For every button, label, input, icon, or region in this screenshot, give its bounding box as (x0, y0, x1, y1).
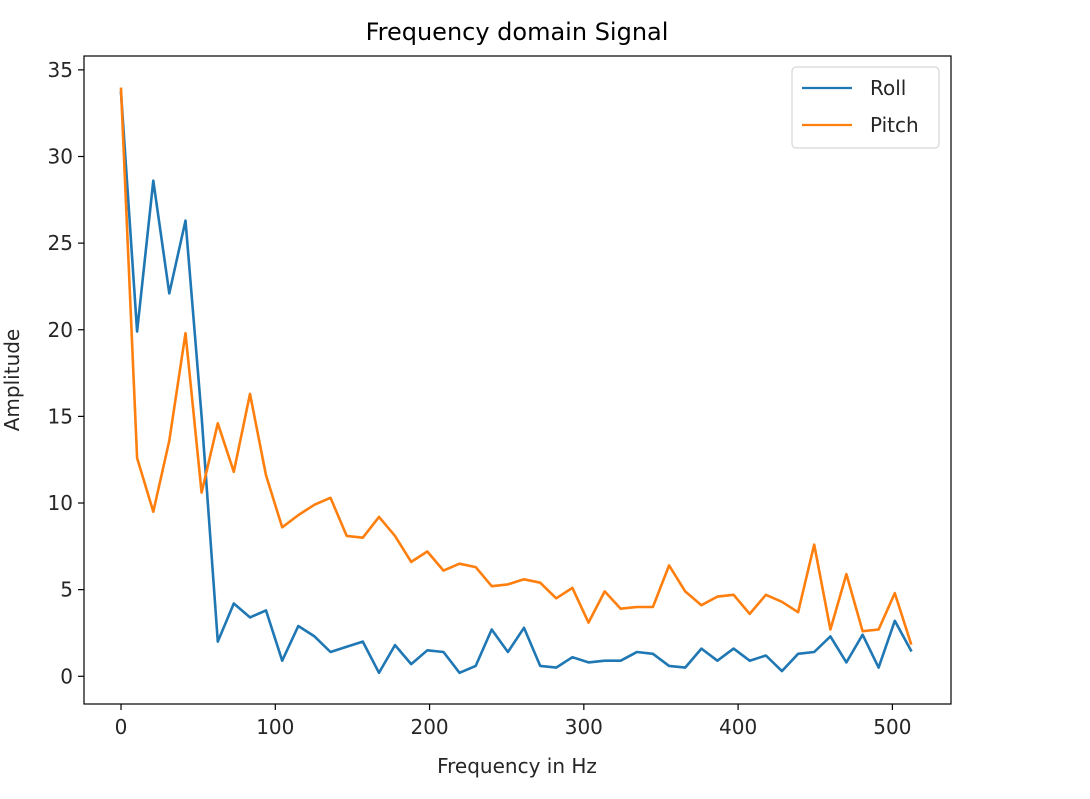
x-tick-label: 500 (873, 715, 911, 739)
x-tick-label: 400 (719, 715, 757, 739)
y-axis: 0 5 10 15 20 25 30 35 (48, 58, 84, 688)
x-tick-label: 300 (565, 715, 603, 739)
chart-title: Frequency domain Signal (366, 18, 669, 46)
y-tick-label: 10 (48, 491, 73, 515)
y-axis-label: Amplitude (0, 329, 24, 432)
y-tick-label: 35 (48, 58, 73, 82)
legend-label-roll: Roll (870, 76, 906, 100)
y-tick-label: 15 (48, 404, 73, 428)
x-tick-label: 200 (410, 715, 448, 739)
series-line-pitch (119, 87, 913, 646)
x-axis-label: Frequency in Hz (437, 754, 597, 778)
y-tick-label: 25 (48, 231, 73, 255)
plot-area-frame (83, 55, 952, 705)
y-tick-label: 5 (60, 578, 73, 602)
y-tick-label: 0 (60, 664, 73, 688)
y-tick-label: 20 (48, 318, 73, 342)
y-tick-label: 30 (48, 144, 73, 168)
legend: Roll Pitch (791, 66, 940, 149)
x-tick-label: 0 (115, 715, 128, 739)
x-axis: 0 100 200 300 400 500 (115, 704, 911, 739)
legend-label-pitch: Pitch (870, 113, 919, 137)
series-line-roll (119, 91, 913, 675)
plot-lines (119, 87, 913, 675)
x-tick-label: 100 (256, 715, 294, 739)
